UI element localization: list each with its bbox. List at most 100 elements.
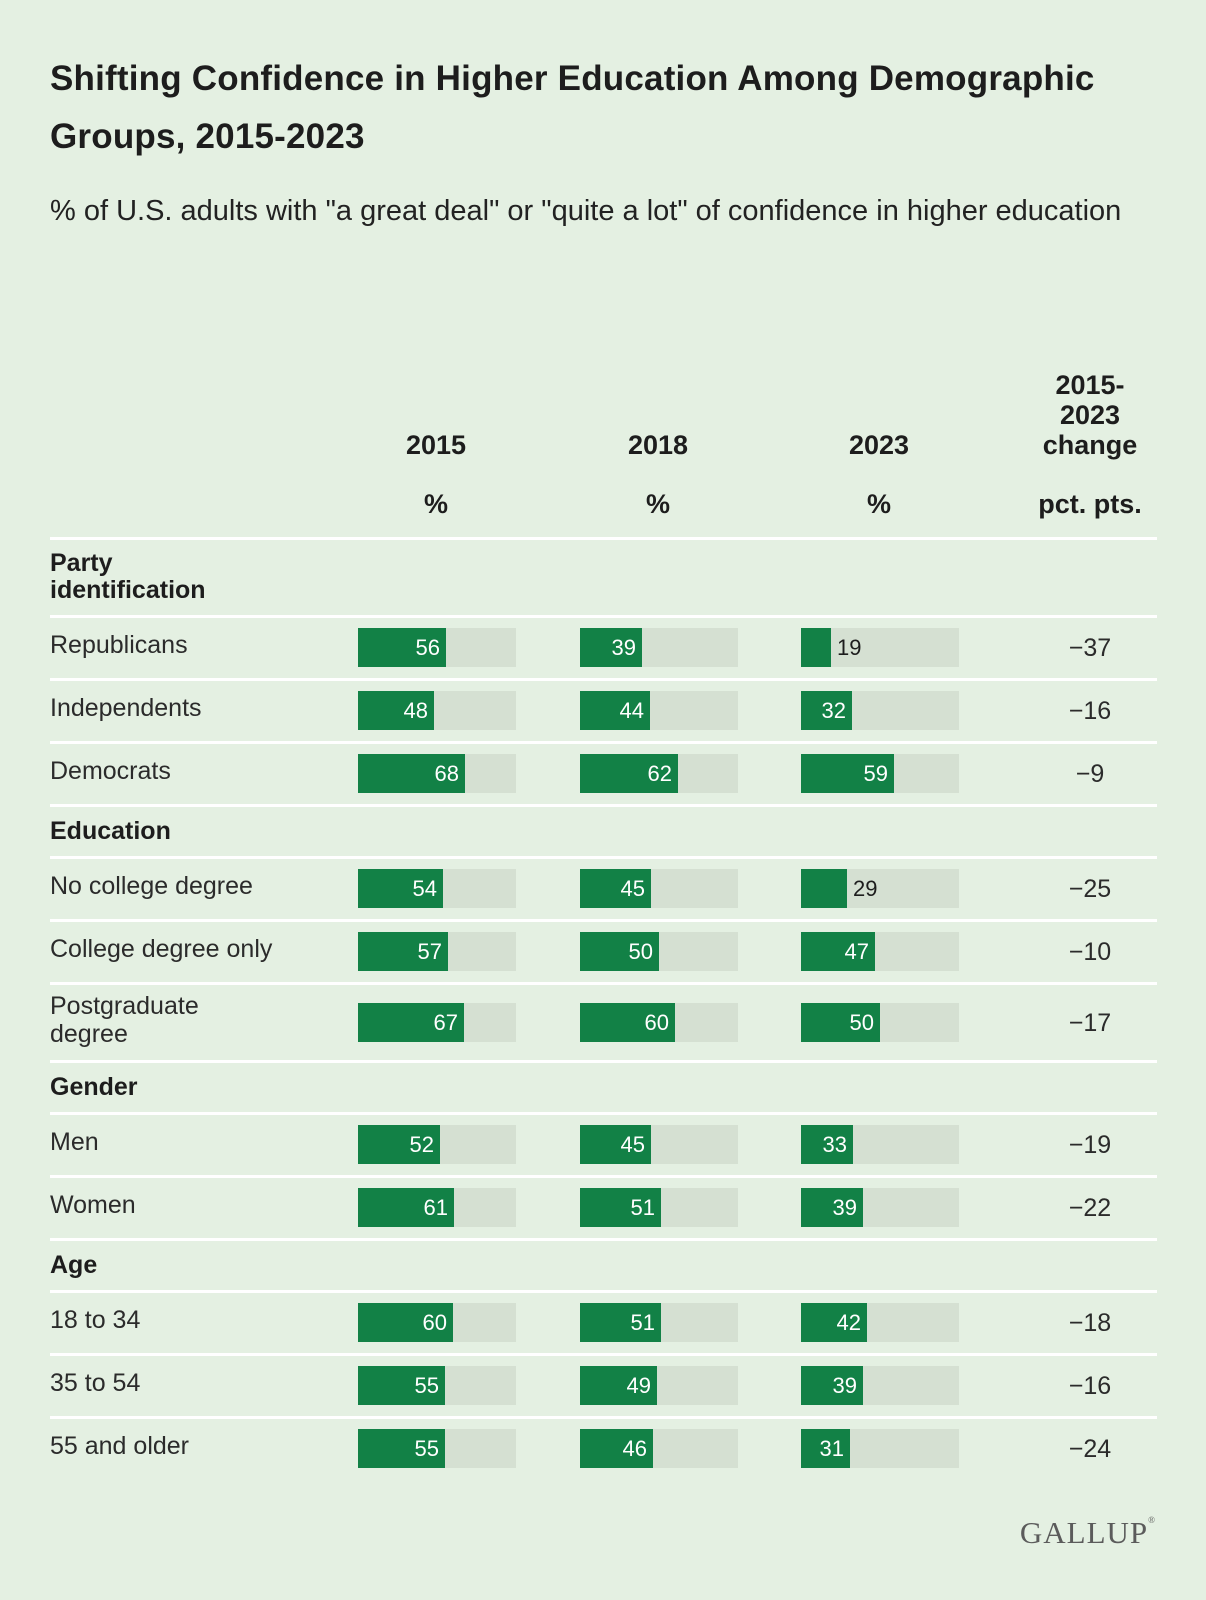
- section-label: Age: [50, 1252, 97, 1279]
- bar-value-label: 60: [644, 1010, 669, 1035]
- bar-track: 32: [801, 691, 959, 730]
- bar: [801, 1188, 863, 1227]
- bar: [358, 754, 465, 793]
- row-label: No college degree: [50, 872, 253, 900]
- bar-track: 51: [580, 1303, 738, 1342]
- row-label-line: degree: [50, 1020, 128, 1048]
- bar: [358, 1366, 445, 1405]
- section-divider: [50, 856, 1157, 859]
- bar: [358, 628, 446, 667]
- bar-value-label: 55: [414, 1436, 439, 1461]
- row-label-line: No college degree: [50, 872, 253, 900]
- bar-track: 68: [358, 754, 516, 793]
- bar-value-label: 61: [423, 1195, 448, 1220]
- row-label: 35 to 54: [50, 1369, 140, 1397]
- bar-value-label: 47: [844, 939, 869, 964]
- logo-text: GALLUP: [1019, 1515, 1149, 1550]
- bar-track: 51: [580, 1188, 738, 1227]
- bar-track: 39: [801, 1188, 959, 1227]
- bar: [358, 1125, 440, 1164]
- bar-value-label: 51: [630, 1195, 655, 1220]
- bar-value-label: 49: [626, 1373, 651, 1398]
- bar: [580, 869, 651, 908]
- bar-value-label: 19: [837, 635, 862, 660]
- bar-track: 45: [580, 869, 738, 908]
- section-divider: [50, 615, 1157, 618]
- row-label-line: College degree only: [50, 935, 273, 963]
- chart-subtitle: % of U.S. adults with "a great deal" or …: [50, 195, 1122, 227]
- row-label: Democrats: [50, 757, 171, 785]
- change-value: −16: [1068, 697, 1112, 725]
- bar: [801, 1429, 850, 1468]
- row-label: Women: [50, 1191, 136, 1219]
- row-label-line: Men: [50, 1128, 99, 1156]
- column-header-line: 2015: [405, 430, 467, 460]
- bar-track: 44: [580, 691, 738, 730]
- bar-track: 55: [358, 1366, 516, 1405]
- bar-value-label: 67: [433, 1010, 458, 1035]
- bar-value-label: 62: [647, 761, 672, 786]
- change-value: −17: [1068, 1009, 1112, 1037]
- section-label-line: Gender: [50, 1073, 138, 1101]
- bar-value-label: 59: [863, 761, 888, 786]
- bar-track: 31: [801, 1429, 959, 1468]
- row-label: 18 to 34: [50, 1306, 140, 1334]
- bar-value-label: 33: [822, 1132, 847, 1157]
- bar-track: 60: [580, 1003, 738, 1042]
- row-label-line: 35 to 54: [50, 1369, 141, 1397]
- bar: [801, 1303, 867, 1342]
- bar-value-label: 54: [412, 876, 437, 901]
- bar: [580, 1303, 661, 1342]
- bar-track: 33: [801, 1125, 959, 1164]
- bar-track: 50: [580, 932, 738, 971]
- section-label: Gender: [50, 1074, 138, 1101]
- bar: [801, 932, 875, 971]
- bar-value-label: 46: [622, 1436, 647, 1461]
- bar-track: 55: [358, 1429, 516, 1468]
- row-divider: [50, 1060, 1157, 1063]
- change-value: −37: [1068, 634, 1112, 662]
- bar: [580, 691, 650, 730]
- section-label-line: identification: [50, 576, 206, 604]
- bar: [580, 1188, 661, 1227]
- bar-value-label: 56: [415, 635, 440, 660]
- section-label-line: Education: [50, 817, 171, 845]
- bar-track: 56: [358, 628, 516, 667]
- bar: [358, 1003, 464, 1042]
- bar: [358, 869, 443, 908]
- bar-track: 48: [358, 691, 516, 730]
- bar-value-label: 60: [422, 1310, 447, 1335]
- row-label-line: 18 to 34: [50, 1306, 141, 1334]
- bar: [801, 1003, 880, 1042]
- change-value: −10: [1068, 938, 1112, 966]
- change-value: −16: [1068, 1372, 1112, 1400]
- bar-track: 62: [580, 754, 738, 793]
- bar-track: 60: [358, 1303, 516, 1342]
- header-divider: [50, 537, 1157, 540]
- section-label: Party identification: [50, 550, 206, 604]
- section-divider: [50, 1112, 1157, 1115]
- bar-value-label: 44: [619, 698, 644, 723]
- column-header-2: 2023: [789, 430, 969, 460]
- bar: [358, 1429, 445, 1468]
- bar-track: 39: [580, 628, 738, 667]
- row-label-line: Postgraduate: [50, 992, 199, 1020]
- row-divider: [50, 982, 1157, 985]
- bar: [801, 869, 847, 908]
- bar: [801, 1366, 863, 1405]
- change-value: −18: [1068, 1309, 1112, 1337]
- row-label-line: Democrats: [50, 757, 171, 785]
- column-unit-1: %: [645, 489, 670, 519]
- gallup-logo: GALLUP®: [1019, 1515, 1156, 1550]
- bar: [580, 754, 678, 793]
- row-divider: [50, 804, 1157, 807]
- bar: [358, 932, 448, 971]
- bar: [801, 754, 894, 793]
- column-header-3: 2015- 2023 change: [1000, 370, 1180, 460]
- row-label-line: Republicans: [50, 631, 188, 659]
- bar-value-label: 42: [836, 1310, 861, 1335]
- bar-track: 57: [358, 932, 516, 971]
- bar-track: 42: [801, 1303, 959, 1342]
- bar-track: 52: [358, 1125, 516, 1164]
- row-label: College degree only: [50, 935, 272, 963]
